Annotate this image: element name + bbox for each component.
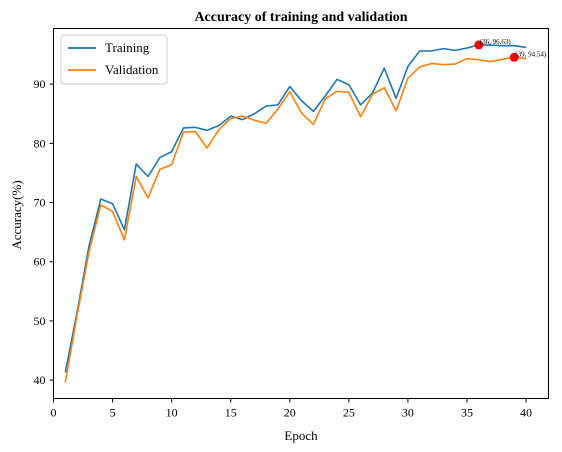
max-point-marker <box>474 40 484 50</box>
max-point-marker <box>509 52 519 62</box>
x-tick-label: 0 <box>51 406 57 420</box>
y-tick-label: 50 <box>34 314 46 328</box>
y-tick-label: 90 <box>34 77 46 91</box>
y-tick-label: 60 <box>34 255 46 269</box>
series-line-training <box>64 44 527 373</box>
y-tick-label: 70 <box>34 196 46 210</box>
x-tick-label: 20 <box>284 406 296 420</box>
x-tick-label: 5 <box>110 406 116 420</box>
plot-frame <box>53 28 549 399</box>
x-axis-label: Epoch <box>284 428 318 443</box>
series-layer <box>64 44 527 383</box>
y-tick-label: 40 <box>34 373 46 387</box>
series-line-validation <box>64 56 527 383</box>
x-tick-label: 10 <box>166 406 178 420</box>
x-tick-label: 40 <box>520 406 532 420</box>
legend-label-validation: Validation <box>105 62 159 77</box>
x-tick-label: 15 <box>225 406 237 420</box>
x-axis-ticks: 0 5 10 15 20 25 30 35 40 <box>51 398 532 420</box>
x-tick-label: 35 <box>461 406 473 420</box>
legend-label-training: Training <box>105 40 150 55</box>
annotation-layer: (36, 96.63)(39, 94.54) <box>474 38 547 62</box>
y-tick-label: 80 <box>34 136 46 150</box>
x-tick-label: 30 <box>402 406 414 420</box>
chart-title: Accuracy of training and validation <box>194 10 407 25</box>
x-tick-label: 25 <box>343 406 355 420</box>
y-axis-label: Accuracy(%) <box>9 180 24 249</box>
legend: Training Validation <box>60 34 168 85</box>
max-point-label: (39, 94.54) <box>515 50 547 58</box>
y-axis-ticks: 40 50 60 70 80 90 <box>34 77 54 387</box>
max-point-label: (36, 96.63) <box>480 38 512 46</box>
